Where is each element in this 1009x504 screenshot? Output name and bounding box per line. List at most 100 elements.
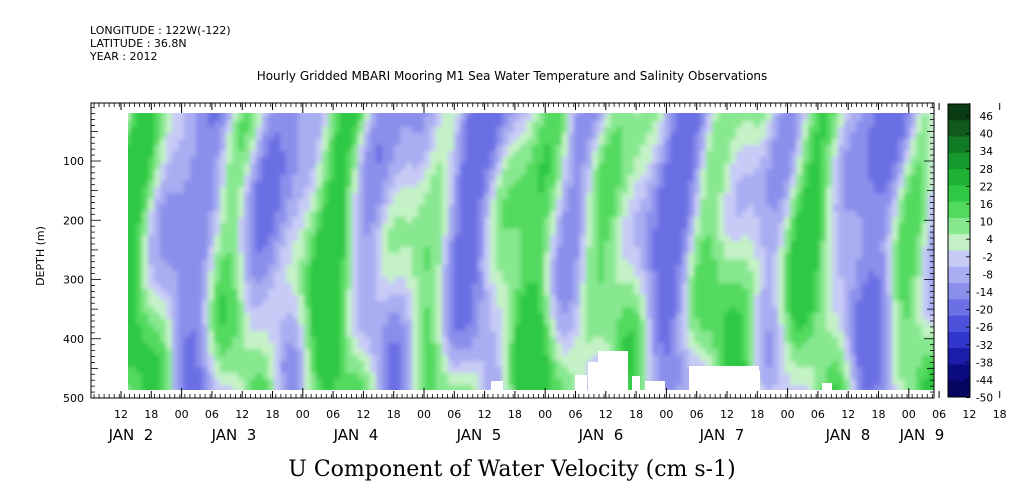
x-hour-tick-label: 06 <box>811 408 825 421</box>
x-hour-tick-label: 12 <box>114 408 128 421</box>
colorbar-label: 40 <box>980 129 993 141</box>
missing-data-region <box>689 366 759 390</box>
colorbar-swatch <box>948 315 970 333</box>
colorbar-swatch <box>948 283 970 300</box>
colorbar-swatch <box>948 136 970 154</box>
x-day-label: JAN 5 <box>456 426 502 444</box>
colorbar-swatch <box>948 250 970 268</box>
colorbar-swatch <box>948 217 970 235</box>
x-hour-tick-label: 12 <box>962 408 976 421</box>
heatmap-field <box>128 113 934 390</box>
x-hour-labels: 12 18 00 06 12 18 00 06 12 18 00 06 12 18 00 06 12 18 00 06… <box>114 408 1007 421</box>
colorbar-swatch <box>948 201 970 219</box>
x-hour-tick-label: 00 <box>781 408 795 421</box>
colorbar-label: -20 <box>976 305 993 317</box>
y-axis-label: DEPTH (m) <box>34 226 47 286</box>
y-tick-labels: 100 200 300 400 500 <box>63 155 84 405</box>
colorbar-swatch <box>948 364 970 382</box>
longitude-label: LONGITUDE : 122W(-122) <box>90 24 231 37</box>
x-axis-ticks <box>93 103 1001 398</box>
x-hour-tick-label: 06 <box>326 408 340 421</box>
x-hour-tick-label: 00 <box>538 408 552 421</box>
colorbar-label: -50 <box>976 393 993 405</box>
x-hour-tick-label: 18 <box>508 408 522 421</box>
colorbar-swatch <box>948 104 970 121</box>
missing-data-region <box>645 381 665 390</box>
missing-data-region <box>822 383 832 390</box>
colorbar-label: 4 <box>986 234 993 246</box>
x-day-label: JAN 3 <box>211 426 257 444</box>
x-hour-tick-label: 00 <box>902 408 916 421</box>
missing-data-region <box>752 371 760 390</box>
missing-data-region <box>632 376 640 390</box>
x-hour-tick-label: 06 <box>932 408 946 421</box>
x-day-labels: JAN 2 JAN 3 JAN 4 JAN 5 JAN 6 JAN 7 JAN 8 JAN 9 <box>108 426 945 444</box>
x-day-label: JAN 7 <box>699 426 745 444</box>
plot-frame <box>90 102 935 399</box>
colorbar <box>947 103 971 399</box>
colorbar-label: 28 <box>980 164 993 176</box>
chart-title: Hourly Gridded MBARI Mooring M1 Sea Wate… <box>257 69 768 83</box>
colorbar-swatch <box>948 185 970 203</box>
x-hour-tick-label: 12 <box>599 408 613 421</box>
x-hour-tick-label: 06 <box>205 408 219 421</box>
colorbar-swatch <box>948 348 970 365</box>
colorbar-label: 34 <box>980 146 994 158</box>
x-day-label: JAN 8 <box>825 426 871 444</box>
colorbar-label: -2 <box>983 252 993 264</box>
x-axis-label: U Component of Water Velocity (cm s-1) <box>288 457 735 482</box>
colorbar-label: 46 <box>980 111 994 123</box>
missing-data-region <box>588 362 598 390</box>
colorbar-swatch <box>948 169 970 186</box>
colorbar-label: -26 <box>976 322 993 334</box>
colorbar-label: -44 <box>976 375 993 387</box>
y-tick-label: 300 <box>63 274 84 287</box>
x-hour-tick-label: 12 <box>235 408 249 421</box>
y-axis-ticks <box>91 107 934 399</box>
latitude-label: LATITUDE : 36.8N <box>90 37 187 50</box>
x-hour-tick-label: 06 <box>447 408 461 421</box>
colorbar-swatch <box>948 266 970 284</box>
colorbar-label: -32 <box>976 340 993 352</box>
x-day-label: JAN 9 <box>899 426 945 444</box>
x-hour-tick-label: 06 <box>569 408 583 421</box>
missing-data-region <box>491 381 503 390</box>
x-day-label: JAN 6 <box>578 426 624 444</box>
x-hour-tick-label: 18 <box>750 408 764 421</box>
colorbar-swatch <box>948 331 970 349</box>
y-tick-label: 100 <box>63 155 84 168</box>
y-tick-label: 500 <box>63 392 84 405</box>
x-hour-tick-label: 12 <box>720 408 734 421</box>
x-hour-tick-label: 18 <box>144 408 158 421</box>
colorbar-label: 10 <box>980 217 993 229</box>
colorbar-label: 22 <box>980 181 993 193</box>
x-hour-tick-label: 12 <box>841 408 855 421</box>
x-hour-tick-label: 12 <box>478 408 492 421</box>
colorbar-label: -38 <box>976 357 993 369</box>
colorbar-swatch <box>948 120 970 138</box>
x-hour-tick-label: 00 <box>417 408 431 421</box>
colorbar-swatch <box>948 299 970 317</box>
y-tick-label: 400 <box>63 333 84 346</box>
x-hour-tick-label: 12 <box>356 408 370 421</box>
x-hour-tick-label: 00 <box>296 408 310 421</box>
missing-data-masks <box>491 351 832 390</box>
x-hour-tick-label: 18 <box>872 408 886 421</box>
y-tick-label: 200 <box>63 214 84 227</box>
x-hour-tick-label: 18 <box>387 408 401 421</box>
colorbar-swatch <box>948 152 970 170</box>
colorbar-label: 16 <box>980 199 994 211</box>
x-hour-tick-label: 18 <box>993 408 1007 421</box>
x-hour-tick-label: 00 <box>175 408 189 421</box>
colorbar-swatch <box>948 380 970 398</box>
x-hour-tick-label: 18 <box>629 408 643 421</box>
x-hour-tick-label: 18 <box>266 408 280 421</box>
colorbar-label: -14 <box>976 287 993 299</box>
x-day-label: JAN 2 <box>108 426 154 444</box>
x-day-label: JAN 4 <box>333 426 379 444</box>
x-hour-tick-label: 06 <box>690 408 704 421</box>
x-hour-tick-label: 00 <box>659 408 673 421</box>
missing-data-region <box>575 375 587 390</box>
year-label: YEAR : 2012 <box>89 50 158 63</box>
